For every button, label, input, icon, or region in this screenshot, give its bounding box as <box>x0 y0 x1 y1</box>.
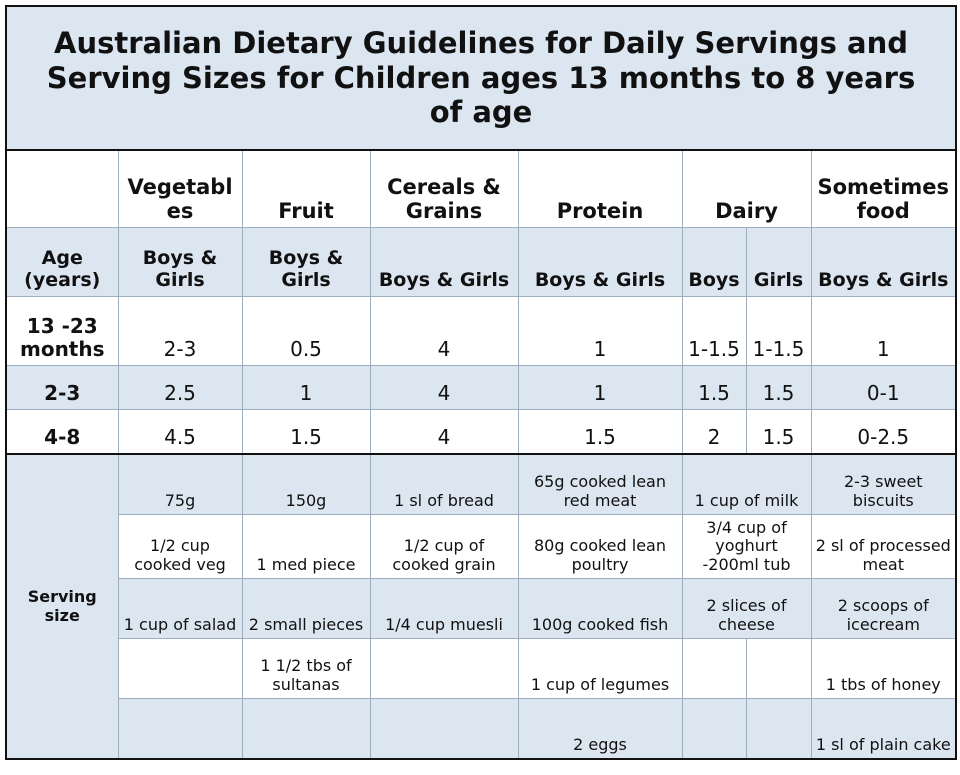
table-row: 13 -23 months 2-3 0.5 4 1 1-1.5 1-1.5 1 <box>5 296 957 366</box>
serving-cereals-cell: 1/4 cup muesli <box>369 578 519 640</box>
dairy-girls-cell: 1.5 <box>745 409 812 455</box>
serving-dairy-cell: 1 cup of milk <box>681 453 812 515</box>
serving-vegetables-cell: 75g <box>117 453 243 515</box>
fruit-cell: 1 <box>241 365 371 410</box>
serving-fruit-cell <box>241 698 371 760</box>
dietary-guidelines-table: Australian Dietary Guidelines for Daily … <box>5 5 958 761</box>
serving-dairy-cell: 2 slices of cheese <box>681 578 812 640</box>
serving-fruit-cell: 150g <box>241 453 371 515</box>
subheader-dairy-girls: Girls <box>745 227 812 297</box>
serving-dairy-girls-cell <box>745 638 812 700</box>
subheader-dairy-boys: Boys <box>681 227 747 297</box>
serving-protein-cell: 1 cup of legumes <box>517 638 683 700</box>
serving-protein-cell: 2 eggs <box>517 698 683 760</box>
header-cereals: Cereals & Grains <box>369 149 519 228</box>
serving-sometimes-cell: 1 tbs of honey <box>810 638 957 700</box>
protein-cell: 1 <box>517 296 683 366</box>
table-row: 2-3 2.5 1 4 1 1.5 1.5 0-1 <box>5 365 957 410</box>
table-title: Australian Dietary Guidelines for Daily … <box>5 5 957 151</box>
fruit-cell: 1.5 <box>241 409 371 455</box>
vegetables-cell: 4.5 <box>117 409 243 455</box>
dairy-boys-cell: 1-1.5 <box>681 296 747 366</box>
guidelines-table-container: Australian Dietary Guidelines for Daily … <box>5 5 958 761</box>
food-group-header-row: Vegetables Fruit Cereals & Grains Protei… <box>5 149 957 228</box>
serving-sometimes-cell: 2 sl of processed meat <box>810 513 957 580</box>
sometimes-cell: 1 <box>810 296 957 366</box>
serving-dairy-boys-cell <box>681 698 747 760</box>
subheader-fruit: Boys & Girls <box>241 227 371 297</box>
header-protein: Protein <box>517 149 683 228</box>
serving-row: 1/2 cup cooked veg 1 med piece 1/2 cup o… <box>6 513 957 580</box>
serving-row: 1 1/2 tbs of sultanas 1 cup of legumes 1… <box>6 638 957 700</box>
fruit-cell: 0.5 <box>241 296 371 366</box>
serving-size-label: Serving size <box>5 452 119 760</box>
serving-dairy-cell: 3/4 cup of yoghurt -200ml tub <box>681 513 812 580</box>
subheader-protein: Boys & Girls <box>517 227 683 297</box>
serving-protein-cell: 80g cooked lean poultry <box>517 513 683 580</box>
header-dairy: Dairy <box>681 149 812 228</box>
serving-row: 1 cup of salad 2 small pieces 1/4 cup mu… <box>6 578 957 640</box>
subheader-age: Age (years) <box>5 227 119 297</box>
age-cell: 13 -23 months <box>5 296 119 366</box>
serving-row: Serving size 75g 150g 1 sl of bread 65g … <box>5 452 957 760</box>
serving-cereals-cell <box>369 638 519 700</box>
dairy-girls-cell: 1-1.5 <box>745 296 812 366</box>
serving-vegetables-cell <box>117 698 243 760</box>
subheader-vegetables: Boys & Girls <box>117 227 243 297</box>
table-row: 4-8 4.5 1.5 4 1.5 2 1.5 0-2.5 <box>5 409 957 455</box>
serving-fruit-cell: 2 small pieces <box>241 578 371 640</box>
age-cell: 4-8 <box>5 409 119 455</box>
vegetables-cell: 2.5 <box>117 365 243 410</box>
subheader-sometimes: Boys & Girls <box>810 227 957 297</box>
header-blank <box>5 149 119 228</box>
subheader-row: Age (years) Boys & Girls Boys & Girls Bo… <box>5 227 957 297</box>
cereals-cell: 4 <box>369 365 519 410</box>
cereals-cell: 4 <box>369 296 519 366</box>
serving-vegetables-cell <box>117 638 243 700</box>
header-sometimes-food: Sometimes food <box>810 149 957 228</box>
serving-vegetables-cell: 1 cup of salad <box>117 578 243 640</box>
serving-fruit-cell: 1 1/2 tbs of sultanas <box>241 638 371 700</box>
serving-vegetables-cell: 1/2 cup cooked veg <box>117 513 243 580</box>
serving-sometimes-cell: 2-3 sweet biscuits <box>810 453 957 515</box>
serving-cereals-cell <box>369 698 519 760</box>
vegetables-cell: 2-3 <box>117 296 243 366</box>
subheader-cereals: Boys & Girls <box>369 227 519 297</box>
serving-fruit-cell: 1 med piece <box>241 513 371 580</box>
sometimes-cell: 0-1 <box>810 365 957 410</box>
serving-dairy-girls-cell <box>745 698 812 760</box>
serving-dairy-boys-cell <box>681 638 747 700</box>
serving-protein-cell: 100g cooked fish <box>517 578 683 640</box>
dairy-girls-cell: 1.5 <box>745 365 812 410</box>
sometimes-cell: 0-2.5 <box>810 409 957 455</box>
header-vegetables: Vegetables <box>117 149 243 228</box>
serving-protein-cell: 65g cooked lean red meat <box>517 453 683 515</box>
serving-row: 2 eggs 1 sl of plain cake <box>6 698 957 760</box>
serving-cereals-cell: 1 sl of bread <box>369 453 519 515</box>
header-fruit: Fruit <box>241 149 371 228</box>
serving-sometimes-cell: 1 sl of plain cake <box>810 698 957 760</box>
dairy-boys-cell: 2 <box>681 409 747 455</box>
cereals-cell: 4 <box>369 409 519 455</box>
protein-cell: 1.5 <box>517 409 683 455</box>
serving-cereals-cell: 1/2 cup of cooked grain <box>369 513 519 580</box>
serving-sometimes-cell: 2 scoops of icecream <box>810 578 957 640</box>
protein-cell: 1 <box>517 365 683 410</box>
dairy-boys-cell: 1.5 <box>681 365 747 410</box>
age-cell: 2-3 <box>5 365 119 410</box>
